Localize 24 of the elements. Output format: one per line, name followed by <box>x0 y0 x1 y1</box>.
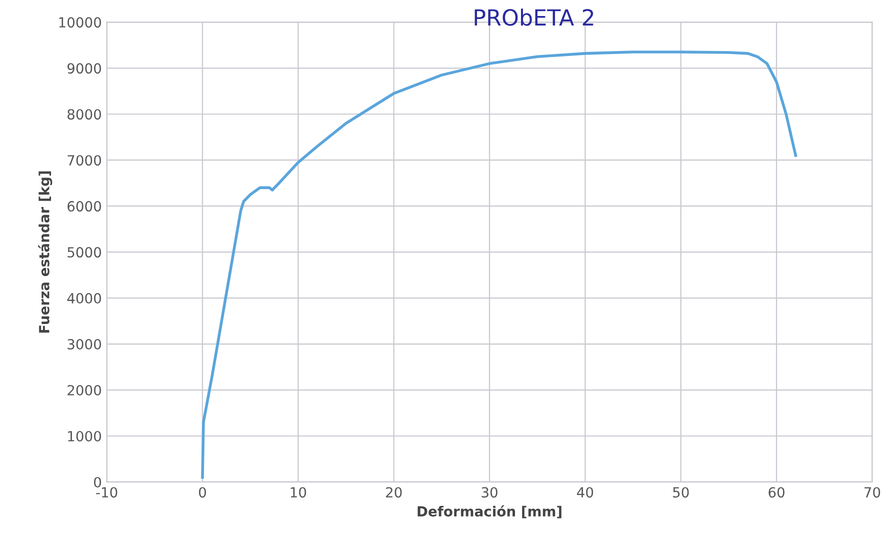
y-tick-label: 8000 <box>68 109 102 120</box>
x-axis-title: Deformación [mm] <box>418 505 562 518</box>
x-tick-label: 50 <box>673 487 689 498</box>
x-tick-label: 40 <box>577 487 594 498</box>
x-tick-label: 30 <box>482 487 498 498</box>
y-axis-title: Fuerza estándar [kg] <box>38 171 52 333</box>
x-tick-label: 70 <box>864 487 880 498</box>
x-tick-label: -10 <box>96 487 118 498</box>
x-tick-label: 0 <box>198 487 206 498</box>
y-tick-label: 5000 <box>68 247 102 258</box>
x-tick-label: 60 <box>768 487 784 498</box>
y-tick-label: 4000 <box>67 293 102 304</box>
x-tick-label: 10 <box>290 487 306 498</box>
y-tick-label: 10000 <box>59 17 102 28</box>
y-tick-label: 0 <box>94 476 102 488</box>
y-tick-label: 3000 <box>68 339 102 350</box>
y-tick-label: 2000 <box>68 384 102 396</box>
x-tick-label: 20 <box>386 487 402 498</box>
y-tick-label: 1000 <box>68 430 102 442</box>
y-tick-label: 9000 <box>67 63 102 74</box>
y-tick-label: 7000 <box>68 155 102 166</box>
line-series <box>201 50 798 479</box>
chart-title: PRObETA 2 <box>474 8 594 26</box>
y-tick-label: 6000 <box>68 201 102 212</box>
